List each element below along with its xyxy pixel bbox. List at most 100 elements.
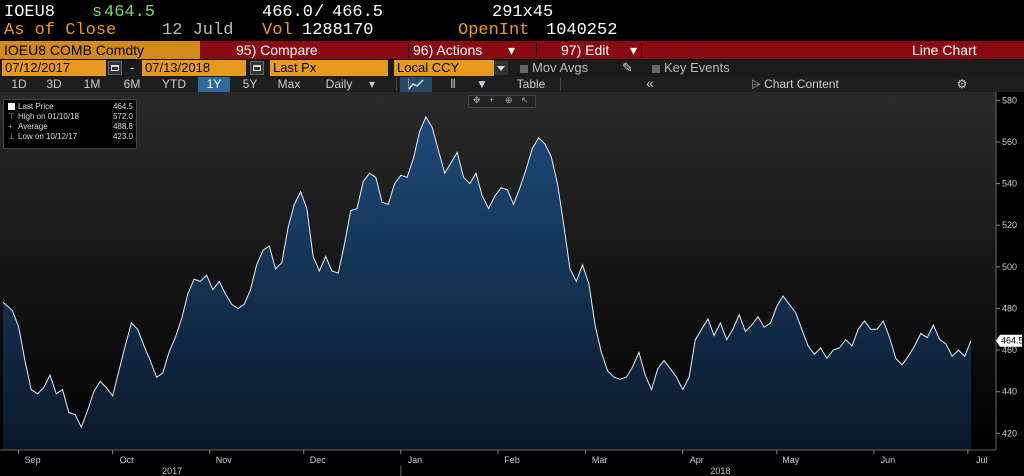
ticker: IOEU8 — [4, 3, 56, 22]
pencil-icon[interactable]: ✎ — [622, 60, 633, 75]
chart-style-dropdown-icon[interactable]: ▼ — [476, 77, 488, 91]
menu-divider — [641, 43, 642, 57]
edit-dropdown-icon[interactable]: ▾ — [630, 42, 638, 58]
end-date-input[interactable]: 07/13/2018 — [142, 60, 246, 76]
range-toolbar: 1D 3D 1M 6M YTD 1Y 5Y Max Daily ▾ ⫴ ▼ Ta… — [0, 75, 1024, 92]
key-events-label: Key Events — [664, 60, 730, 75]
frequency-dropdown-icon[interactable]: ▾ — [368, 77, 376, 91]
pointer-icon[interactable]: ↖ — [521, 95, 529, 105]
range-5y[interactable]: 5Y — [242, 77, 258, 91]
key-events-toggle[interactable]: Key Events — [652, 60, 730, 76]
legend-average-label: Average — [18, 122, 48, 131]
start-date-input[interactable]: 07/12/2017 — [2, 60, 106, 76]
chart-legend: Last Price 464.5 ⊤ High on 01/10/18 572.… — [3, 99, 137, 149]
x-tick-label: Dec — [310, 455, 327, 465]
bid-ask-slash: / — [314, 3, 325, 22]
y-tick-label: 480 — [1002, 303, 1017, 313]
open-interest: 1040252 — [546, 21, 618, 40]
collapse-icon[interactable]: « — [646, 75, 654, 91]
x-year-label: 2018 — [710, 466, 730, 476]
security-field[interactable]: IOEU8 COMB Comdty — [0, 41, 200, 59]
range-1y[interactable]: 1Y — [198, 77, 230, 92]
end-calendar-icon[interactable] — [250, 61, 264, 75]
y-tick-label: 520 — [1002, 220, 1017, 230]
legend-average: + Average 488.8 — [7, 122, 133, 132]
start-calendar-icon[interactable] — [108, 61, 122, 75]
y-tick-label: 500 — [1002, 262, 1017, 272]
chart-type[interactable]: Line Chart — [912, 42, 977, 58]
chart-tools: ✥ + ⊕ ↖ — [468, 95, 536, 108]
x-tick-label: Mar — [592, 455, 608, 465]
range-max[interactable]: Max — [277, 77, 301, 91]
menu-divider — [536, 43, 537, 57]
legend-low-label: Low on 10/12/17 — [18, 132, 78, 141]
legend-last-price: Last Price 464.5 — [7, 102, 133, 112]
date-row: 07/12/2017 - 07/13/2018 Last Px Local CC… — [0, 60, 1024, 77]
mov-avgs-label: Mov Avgs — [532, 60, 589, 75]
currency-select[interactable]: Local CCY — [394, 60, 494, 76]
crosshair-icon[interactable]: + — [489, 95, 495, 105]
y-tick-label: 420 — [1002, 428, 1017, 438]
line-chart-icon[interactable] — [400, 77, 432, 92]
legend-low-value: 423.0 — [112, 132, 133, 141]
price-chart[interactable]: 420 440 460 480 500 520 540 560 580 464.5 Sep Oct No… — [0, 92, 1024, 476]
range-3d[interactable]: 3D — [46, 77, 62, 91]
range-6m[interactable]: 6M — [123, 77, 141, 91]
last-price: 464.5 — [104, 3, 156, 22]
x-tick-label: May — [782, 455, 800, 465]
last-value-marker — [996, 334, 1022, 347]
x-tick-label: Sep — [25, 455, 41, 465]
range-ytd[interactable]: YTD — [162, 77, 186, 91]
gear-icon[interactable]: ⚙ — [956, 77, 968, 91]
x-tick-label: Oct — [120, 455, 135, 465]
last-value-label: 464.5 — [1001, 336, 1024, 346]
y-tick-label: 580 — [1002, 95, 1017, 105]
x-tick-label: Jul — [976, 455, 988, 465]
actions-dropdown-icon[interactable]: ▾ — [508, 42, 516, 58]
legend-last-price-value: 464.5 — [112, 102, 133, 111]
series-area-fill — [3, 117, 971, 450]
as-of-label: As of Close — [4, 21, 117, 40]
as-of-date: 12 Juld — [162, 21, 234, 40]
actions-menu[interactable]: 96) Actions — [413, 42, 483, 58]
chart-content-button[interactable]: ⩥ Chart Content — [730, 77, 860, 92]
ask-price: 466.5 — [332, 3, 384, 22]
high-marker-icon: ⊤ — [8, 112, 15, 121]
y-tick-label: 540 — [1002, 179, 1017, 189]
mov-avgs-toggle[interactable]: Mov Avgs — [520, 60, 588, 76]
low-marker-icon: ⊥ — [8, 132, 15, 141]
edit-menu[interactable]: 97) Edit — [561, 42, 610, 58]
candle-chart-icon[interactable]: ⫴ — [450, 77, 456, 91]
last-price-swatch — [8, 103, 15, 110]
line-chart-glyph — [408, 79, 424, 90]
x-tick-label: Apr — [690, 455, 704, 465]
frequency-select[interactable]: Daily — [325, 77, 353, 91]
legend-high-value: 572.0 — [112, 112, 133, 121]
field-select[interactable]: Last Px — [270, 60, 388, 76]
x-tick-label: Feb — [504, 455, 520, 465]
title-bar: IOEU8 COMB Comdty 95) Compare 96) Action… — [0, 41, 1024, 59]
currency-dropdown-icon[interactable] — [494, 61, 508, 75]
legend-low: ⊥ Low on 10/12/17 423.0 — [7, 132, 133, 142]
y-tick-label: 440 — [1002, 387, 1017, 397]
move-icon[interactable]: ✥ — [473, 95, 481, 105]
x-tick-label: Jun — [881, 455, 896, 465]
range-1d[interactable]: 1D — [11, 77, 27, 91]
volume-label: Vol — [262, 21, 293, 40]
date-range-dash: - — [130, 60, 135, 75]
bid-ask-size: 291x45 — [492, 3, 554, 22]
zoom-icon[interactable]: ⊕ — [505, 95, 513, 105]
range-1m[interactable]: 1M — [83, 77, 101, 91]
series-line-last-price — [2, 115, 972, 429]
bid-price: 466.0 — [262, 3, 314, 22]
table-button[interactable]: Table — [516, 77, 546, 91]
legend-high: ⊤ High on 01/10/18 572.0 — [7, 112, 133, 122]
x-tick-label: Jan — [408, 455, 423, 465]
compare-menu[interactable]: 95) Compare — [236, 42, 318, 58]
quote-header: IOEU8 s 464.5 466.0 / 466.5 291x45 As of… — [0, 0, 1024, 40]
x-tick-label: Nov — [216, 455, 233, 465]
toolbar-divider — [560, 78, 561, 91]
legend-average-value: 488.8 — [112, 122, 133, 131]
volume: 1288170 — [302, 21, 374, 40]
chart-content-label: Chart Content — [764, 77, 839, 91]
